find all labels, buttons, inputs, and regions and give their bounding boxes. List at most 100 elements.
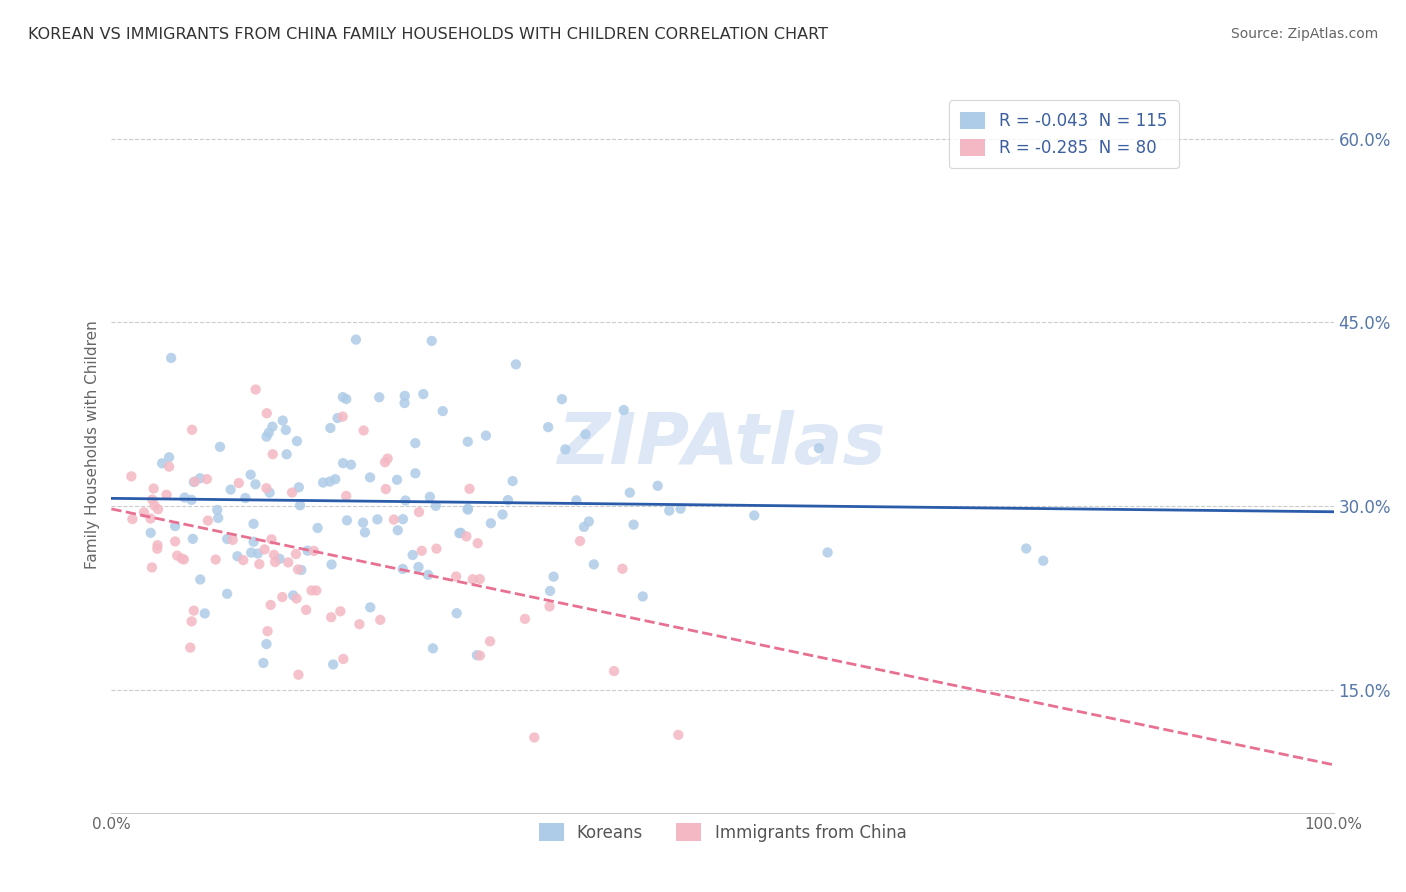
Immigrants from China bbox=[166, 549, 188, 563]
Koreans bbox=[180, 492, 202, 507]
Koreans bbox=[207, 503, 229, 517]
Koreans bbox=[240, 545, 263, 559]
Koreans bbox=[181, 532, 204, 546]
Koreans bbox=[658, 503, 681, 517]
Immigrants from China bbox=[232, 553, 254, 567]
Immigrants from China bbox=[142, 482, 165, 496]
Koreans bbox=[450, 525, 472, 540]
Immigrants from China bbox=[253, 542, 276, 557]
Koreans bbox=[359, 600, 381, 615]
Immigrants from China bbox=[513, 612, 536, 626]
Koreans bbox=[387, 523, 409, 537]
Immigrants from China bbox=[180, 615, 202, 629]
Koreans bbox=[173, 491, 195, 505]
Koreans bbox=[332, 456, 354, 470]
Koreans bbox=[322, 657, 344, 672]
Koreans bbox=[359, 470, 381, 484]
Koreans bbox=[404, 436, 426, 450]
Koreans bbox=[269, 551, 291, 566]
Koreans bbox=[385, 473, 408, 487]
Immigrants from China bbox=[479, 634, 502, 648]
Immigrants from China bbox=[425, 541, 447, 556]
Immigrants from China bbox=[377, 451, 399, 466]
Koreans bbox=[505, 357, 527, 371]
Text: ZIPAtlas: ZIPAtlas bbox=[558, 410, 887, 480]
Immigrants from China bbox=[247, 557, 270, 571]
Koreans bbox=[578, 515, 600, 529]
Immigrants from China bbox=[411, 544, 433, 558]
Immigrants from China bbox=[305, 583, 328, 598]
Koreans bbox=[239, 467, 262, 482]
Immigrants from China bbox=[170, 551, 193, 566]
Immigrants from China bbox=[295, 603, 318, 617]
Koreans bbox=[565, 493, 588, 508]
Koreans bbox=[307, 521, 329, 535]
Koreans bbox=[449, 526, 471, 541]
Koreans bbox=[242, 516, 264, 531]
Koreans bbox=[319, 421, 342, 435]
Immigrants from China bbox=[374, 482, 396, 496]
Immigrants from China bbox=[179, 640, 201, 655]
Immigrants from China bbox=[408, 505, 430, 519]
Koreans bbox=[219, 483, 242, 497]
Koreans bbox=[344, 333, 367, 347]
Immigrants from China bbox=[228, 475, 250, 490]
Koreans bbox=[285, 434, 308, 449]
Immigrants from China bbox=[146, 502, 169, 516]
Koreans bbox=[543, 570, 565, 584]
Koreans bbox=[432, 404, 454, 418]
Koreans bbox=[457, 502, 479, 516]
Immigrants from China bbox=[287, 562, 309, 576]
Koreans bbox=[157, 450, 180, 465]
Koreans bbox=[288, 499, 311, 513]
Immigrants from China bbox=[374, 455, 396, 469]
Koreans bbox=[340, 458, 363, 472]
Koreans bbox=[619, 485, 641, 500]
Koreans bbox=[416, 567, 439, 582]
Koreans bbox=[165, 519, 187, 533]
Koreans bbox=[807, 441, 830, 455]
Immigrants from China bbox=[183, 475, 205, 489]
Immigrants from China bbox=[329, 604, 352, 618]
Immigrants from China bbox=[349, 617, 371, 632]
Immigrants from China bbox=[181, 423, 204, 437]
Immigrants from China bbox=[141, 560, 163, 574]
Koreans bbox=[401, 548, 423, 562]
Koreans bbox=[392, 512, 415, 526]
Koreans bbox=[160, 351, 183, 365]
Immigrants from China bbox=[444, 569, 467, 583]
Immigrants from China bbox=[139, 511, 162, 525]
Immigrants from China bbox=[332, 409, 354, 424]
Koreans bbox=[297, 543, 319, 558]
Immigrants from China bbox=[468, 648, 491, 663]
Immigrants from China bbox=[204, 552, 226, 566]
Immigrants from China bbox=[264, 555, 287, 569]
Immigrants from China bbox=[260, 533, 283, 547]
Koreans bbox=[312, 475, 335, 490]
Koreans bbox=[188, 471, 211, 485]
Koreans bbox=[574, 427, 596, 442]
Koreans bbox=[391, 562, 413, 576]
Immigrants from China bbox=[146, 538, 169, 552]
Koreans bbox=[669, 501, 692, 516]
Koreans bbox=[288, 480, 311, 494]
Koreans bbox=[183, 475, 205, 489]
Koreans bbox=[271, 413, 294, 427]
Immigrants from China bbox=[332, 652, 354, 666]
Immigrants from China bbox=[353, 424, 375, 438]
Koreans bbox=[150, 456, 173, 470]
Immigrants from China bbox=[141, 492, 163, 507]
Immigrants from China bbox=[121, 512, 143, 526]
Koreans bbox=[408, 560, 430, 574]
Koreans bbox=[235, 491, 257, 505]
Immigrants from China bbox=[165, 534, 187, 549]
Koreans bbox=[259, 485, 281, 500]
Koreans bbox=[323, 472, 346, 486]
Koreans bbox=[404, 467, 426, 481]
Immigrants from China bbox=[173, 552, 195, 566]
Koreans bbox=[475, 428, 498, 442]
Immigrants from China bbox=[222, 533, 245, 547]
Koreans bbox=[262, 419, 284, 434]
Koreans bbox=[647, 479, 669, 493]
Koreans bbox=[326, 411, 349, 425]
